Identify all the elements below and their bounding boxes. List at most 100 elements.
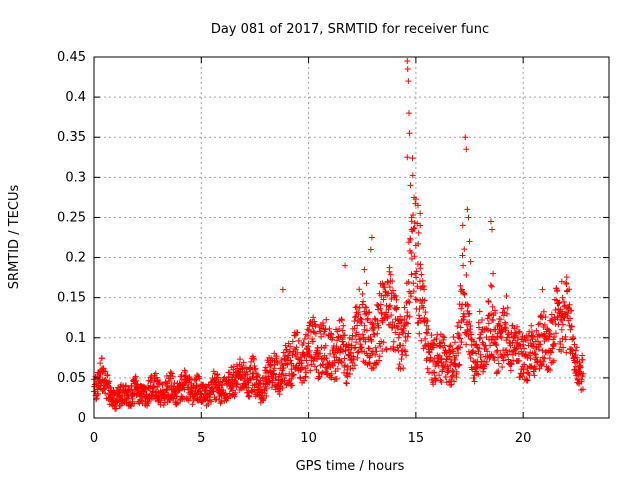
scatter-point xyxy=(371,331,378,338)
scatter-point xyxy=(404,333,411,340)
scatter-point xyxy=(309,338,316,345)
y-tick-label: 0 xyxy=(78,411,86,426)
scatter-point xyxy=(511,325,518,332)
scatter-point xyxy=(340,322,347,329)
scatter-point xyxy=(449,346,456,353)
scatter-point xyxy=(343,379,350,386)
scatter-point xyxy=(262,364,269,371)
scatter-point xyxy=(377,343,384,350)
scatter-point xyxy=(412,196,419,203)
scatter-point xyxy=(310,328,317,335)
scatter-point xyxy=(452,363,459,370)
scatter-point xyxy=(455,350,462,357)
scatter-point xyxy=(568,323,575,330)
scatter-point xyxy=(303,369,310,376)
scatter-point xyxy=(446,343,453,350)
scatter-point xyxy=(536,341,543,348)
scatter-point xyxy=(376,357,383,364)
scatter-point xyxy=(360,298,367,305)
scatter-point xyxy=(351,325,358,332)
scatter-point xyxy=(274,359,281,366)
scatter-point xyxy=(408,218,415,225)
scatter-point xyxy=(113,405,120,412)
scatter-point xyxy=(554,288,561,295)
scatter-point xyxy=(244,371,251,378)
scatter-point xyxy=(311,363,318,370)
scatter-point xyxy=(370,331,377,338)
scatter-point xyxy=(483,358,490,365)
scatter-point xyxy=(576,369,583,376)
scatter-point xyxy=(429,340,436,347)
scatter-point xyxy=(436,352,443,359)
scatter-point xyxy=(394,325,401,332)
x-tick-label: 10 xyxy=(300,431,317,446)
scatter-point xyxy=(503,347,510,354)
scatter-point xyxy=(290,371,297,378)
scatter-point xyxy=(494,334,501,341)
scatter-point xyxy=(492,310,499,317)
scatter-point xyxy=(487,342,494,349)
scatter-point xyxy=(334,365,341,372)
scatter-point xyxy=(362,304,369,311)
scatter-point xyxy=(568,307,575,314)
scatter-point xyxy=(449,372,456,379)
scatter-point xyxy=(263,370,270,377)
scatter-point xyxy=(247,364,254,371)
scatter-point xyxy=(420,304,427,311)
scatter-point xyxy=(520,366,527,373)
scatter-point xyxy=(534,338,541,345)
scatter-point xyxy=(305,340,312,347)
scatter-point xyxy=(407,293,414,300)
scatter-point xyxy=(401,316,408,323)
scatter-point xyxy=(322,326,329,333)
scatter-point xyxy=(252,365,259,372)
scatter-point xyxy=(512,346,519,353)
scatter-point xyxy=(441,342,448,349)
scatter-point xyxy=(504,304,511,311)
plot-frame xyxy=(93,56,610,419)
scatter-point xyxy=(308,361,315,368)
scatter-point xyxy=(338,317,345,324)
scatter-point xyxy=(347,364,354,371)
scatter-point xyxy=(517,343,524,350)
scatter-point xyxy=(233,380,240,387)
scatter-point xyxy=(357,315,364,322)
scatter-point xyxy=(499,354,506,361)
spike-point xyxy=(408,226,415,233)
scatter-point xyxy=(312,322,319,329)
scatter-point xyxy=(132,373,139,380)
scatter-point xyxy=(213,396,220,403)
scatter-point xyxy=(386,303,393,310)
scatter-point xyxy=(484,315,491,322)
scatter-point xyxy=(467,355,474,362)
scatter-point xyxy=(390,338,397,345)
scatter-point xyxy=(536,365,543,372)
scatter-point xyxy=(352,314,359,321)
scatter-point xyxy=(371,315,378,322)
scatter-point xyxy=(280,365,287,372)
y-tick-label: 0.1 xyxy=(65,331,86,346)
spike-point xyxy=(417,222,424,229)
scatter-point xyxy=(383,346,390,353)
scatter-point xyxy=(413,296,420,303)
scatter-point xyxy=(431,369,438,376)
scatter-point xyxy=(480,368,487,375)
scatter-point xyxy=(388,324,395,331)
spike-point xyxy=(407,182,414,189)
scatter-point xyxy=(380,296,387,303)
spike-point xyxy=(406,110,413,117)
scatter-point xyxy=(242,381,249,388)
scatter-point xyxy=(496,322,503,329)
scatter-point xyxy=(341,355,348,362)
scatter-point xyxy=(547,331,554,338)
scatter-point xyxy=(467,323,474,330)
scatter-point xyxy=(127,387,134,394)
scatter-point xyxy=(301,377,308,384)
scatter-point xyxy=(156,380,163,387)
scatter-point xyxy=(379,347,386,354)
scatter-point xyxy=(342,362,349,369)
scatter-point xyxy=(527,364,534,371)
scatter-point xyxy=(343,380,350,387)
scatter-point xyxy=(294,349,301,356)
scatter-point xyxy=(255,372,262,379)
